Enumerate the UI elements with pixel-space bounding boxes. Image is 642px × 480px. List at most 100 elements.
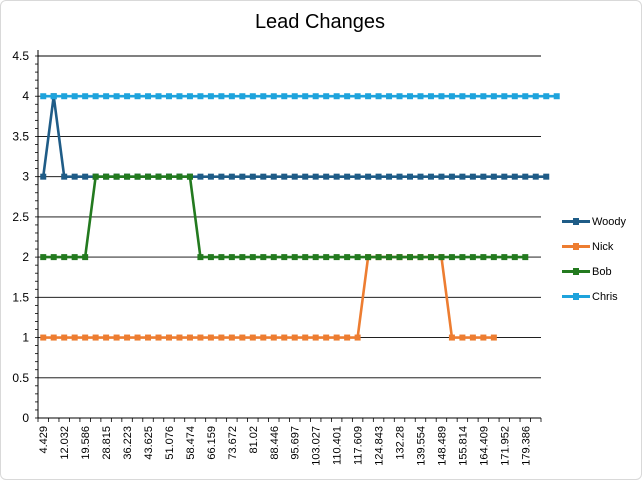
- data-point-nick: [333, 334, 340, 341]
- data-point-chris: [480, 93, 487, 100]
- data-point-chris: [312, 93, 319, 100]
- data-point-bob: [40, 254, 47, 261]
- data-point-chris: [40, 93, 47, 100]
- data-point-chris: [333, 93, 340, 100]
- data-point-woody: [469, 173, 476, 180]
- legend-label: Chris: [592, 291, 618, 303]
- data-point-bob: [323, 254, 330, 261]
- data-point-nick: [61, 334, 68, 341]
- data-point-nick: [323, 334, 330, 341]
- data-point-bob: [302, 254, 309, 261]
- legend-item-nick: Nick: [562, 241, 638, 266]
- data-point-woody: [333, 173, 340, 180]
- data-point-nick: [302, 334, 309, 341]
- data-point-chris: [354, 93, 361, 100]
- data-point-bob: [448, 254, 455, 261]
- data-point-bob: [145, 173, 152, 180]
- data-point-nick: [480, 334, 487, 341]
- data-point-bob: [344, 254, 351, 261]
- data-point-bob: [312, 254, 319, 261]
- data-point-woody: [312, 173, 319, 180]
- data-point-chris: [501, 93, 508, 100]
- legend-item-chris: Chris: [562, 291, 638, 316]
- data-point-chris: [365, 93, 372, 100]
- data-point-bob: [176, 173, 183, 180]
- data-point-chris: [522, 93, 529, 100]
- data-point-chris: [82, 93, 89, 100]
- data-point-bob: [490, 254, 497, 261]
- data-point-woody: [291, 173, 298, 180]
- data-point-bob: [459, 254, 466, 261]
- data-point-chris: [532, 93, 539, 100]
- data-point-nick: [281, 334, 288, 341]
- y-tick-label: 2: [22, 250, 29, 264]
- data-point-chris: [197, 93, 204, 100]
- data-point-woody: [396, 173, 403, 180]
- data-point-woody: [323, 173, 330, 180]
- x-tick-label: 73.672: [227, 426, 239, 460]
- data-point-chris: [543, 93, 550, 100]
- x-tick-label: 103.027: [311, 426, 323, 466]
- x-tick-label: 110.401: [332, 426, 344, 465]
- x-tick-label: 58.474: [185, 426, 197, 460]
- data-point-woody: [218, 173, 225, 180]
- legend-swatch: [562, 243, 590, 250]
- data-point-nick: [197, 334, 204, 341]
- data-point-bob: [396, 254, 403, 261]
- data-point-nick: [82, 334, 89, 341]
- x-tick-label: 132.28: [395, 426, 407, 460]
- x-tick-label: 95.697: [290, 426, 302, 460]
- data-point-woody: [302, 173, 309, 180]
- data-point-nick: [239, 334, 246, 341]
- data-point-bob: [417, 254, 424, 261]
- data-point-nick: [92, 334, 99, 341]
- x-tick-label: 155.814: [457, 426, 469, 466]
- x-tick-label: 148.489: [436, 426, 448, 466]
- data-point-chris: [249, 93, 256, 100]
- y-tick-label: 1: [22, 331, 29, 345]
- legend-item-woody: Woody: [562, 216, 638, 241]
- data-point-chris: [396, 93, 403, 100]
- data-point-nick: [176, 334, 183, 341]
- x-tick-label: 124.843: [374, 426, 386, 466]
- x-tick-label: 164.409: [478, 426, 490, 466]
- data-point-bob: [228, 254, 235, 261]
- data-point-woody: [82, 173, 89, 180]
- data-point-woody: [249, 173, 256, 180]
- data-point-woody: [480, 173, 487, 180]
- data-point-bob: [365, 254, 372, 261]
- data-point-nick: [312, 334, 319, 341]
- data-point-woody: [365, 173, 372, 180]
- data-point-chris: [344, 93, 351, 100]
- data-point-woody: [522, 173, 529, 180]
- data-point-chris: [165, 93, 172, 100]
- data-point-woody: [61, 173, 68, 180]
- data-point-nick: [186, 334, 193, 341]
- data-point-bob: [511, 254, 518, 261]
- data-point-bob: [438, 254, 445, 261]
- data-point-bob: [522, 254, 529, 261]
- data-point-chris: [124, 93, 131, 100]
- data-point-woody: [281, 173, 288, 180]
- x-tick-label: 139.554: [415, 426, 427, 466]
- data-point-nick: [448, 334, 455, 341]
- data-point-woody: [407, 173, 414, 180]
- data-point-nick: [469, 334, 476, 341]
- legend-swatch: [562, 218, 590, 225]
- data-point-bob: [501, 254, 508, 261]
- data-point-chris: [553, 93, 560, 100]
- data-point-bob: [186, 173, 193, 180]
- data-point-chris: [511, 93, 518, 100]
- data-point-bob: [239, 254, 246, 261]
- data-point-chris: [134, 93, 141, 100]
- y-tick-label: 3: [22, 170, 29, 184]
- data-point-nick: [155, 334, 162, 341]
- data-point-bob: [333, 254, 340, 261]
- data-point-chris: [103, 93, 110, 100]
- data-point-nick: [113, 334, 120, 341]
- x-tick-label: 66.159: [206, 426, 218, 460]
- x-tick-label: 117.609: [353, 426, 365, 465]
- data-point-nick: [71, 334, 78, 341]
- data-point-chris: [270, 93, 277, 100]
